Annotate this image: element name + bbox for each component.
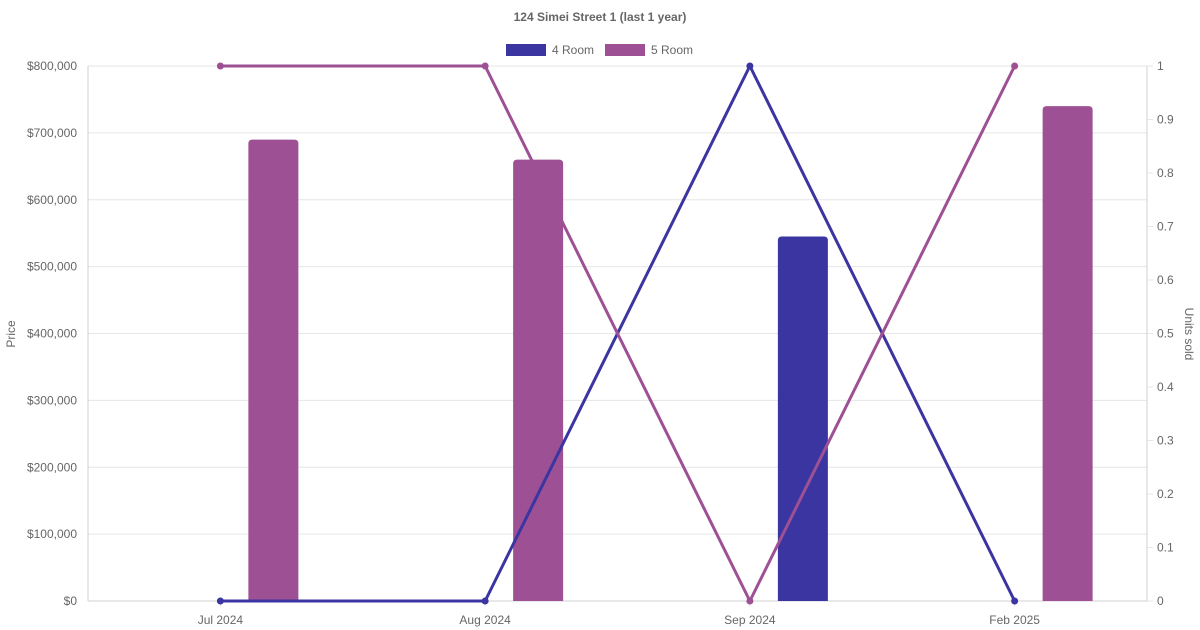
point-4-room-jul-2024[interactable] [216, 597, 224, 605]
x-tick-label: Feb 2025 [989, 613, 1040, 627]
y-left-tick-label: $200,000 [27, 460, 77, 474]
y-right-tick-label: 0.5 [1157, 327, 1174, 341]
y-right-tick-label: 0.9 [1157, 113, 1174, 127]
y-right-tick-label: 0.6 [1157, 273, 1174, 287]
chart-title: 124 Simei Street 1 (last 1 year) [514, 10, 687, 24]
legend-swatch-5-room [605, 44, 645, 56]
line-5-room-units-sold [220, 64, 1016, 603]
x-axis: Jul 2024 Aug 2024 Sep 2024 Feb 2025 [198, 601, 1040, 627]
point-5-room-aug-2024[interactable] [481, 62, 489, 70]
legend[interactable]: 4 Room 5 Room [506, 43, 693, 57]
y-right-tick-label: 0.8 [1157, 166, 1174, 180]
x-tick-label: Aug 2024 [459, 613, 511, 627]
bar-4-room-sep-2024[interactable] [777, 236, 828, 601]
lines [220, 64, 1016, 603]
legend-item-5-room[interactable]: 5 Room [605, 43, 693, 57]
bar-5-room-feb-2025[interactable] [1042, 106, 1093, 601]
y-right-tick-label: 0.1 [1157, 541, 1174, 555]
legend-label-5-room: 5 Room [651, 43, 693, 57]
y-left-tick-label: $0 [64, 594, 78, 608]
point-5-room-jul-2024[interactable] [216, 62, 224, 70]
legend-item-4-room[interactable]: 4 Room [506, 43, 594, 57]
bar-5-room-jul-2024[interactable] [248, 139, 299, 601]
y-right-tick-label: 0.2 [1157, 487, 1174, 501]
y-left-tick-label: $800,000 [27, 59, 77, 73]
bars [248, 106, 1093, 601]
point-4-room-feb-2025[interactable] [1011, 597, 1019, 605]
y-left-axis-title: Price [4, 320, 18, 348]
point-5-room-feb-2025[interactable] [1011, 62, 1019, 70]
y-right-tick-label: 1 [1157, 59, 1164, 73]
legend-swatch-4-room [506, 44, 546, 56]
x-tick-label: Sep 2024 [724, 613, 776, 627]
point-4-room-aug-2024[interactable] [481, 597, 489, 605]
x-tick-label: Jul 2024 [198, 613, 244, 627]
y-left-tick-label: $100,000 [27, 527, 77, 541]
y-right-axis: 0 0.1 0.2 0.3 0.4 0.5 0.6 0.7 0.8 0.9 1 [1147, 59, 1174, 608]
y-left-tick-label: $700,000 [27, 126, 77, 140]
y-left-axis: $0 $100,000 $200,000 $300,000 $400,000 $500,0… [27, 59, 77, 608]
y-left-tick-label: $300,000 [27, 393, 77, 407]
y-left-tick-label: $600,000 [27, 193, 77, 207]
legend-label-4-room: 4 Room [552, 43, 594, 57]
y-right-tick-label: 0 [1157, 594, 1164, 608]
y-right-tick-label: 0.3 [1157, 434, 1174, 448]
points [216, 62, 1019, 605]
point-5-room-sep-2024[interactable] [746, 597, 754, 605]
y-right-tick-label: 0.7 [1157, 220, 1174, 234]
y-left-tick-label: $400,000 [27, 327, 77, 341]
y-right-axis-title: Units sold [1182, 308, 1196, 361]
y-right-tick-label: 0.4 [1157, 380, 1174, 394]
point-4-room-sep-2024[interactable] [746, 62, 754, 70]
bar-5-room-aug-2024[interactable] [513, 159, 564, 601]
y-left-tick-label: $500,000 [27, 260, 77, 274]
